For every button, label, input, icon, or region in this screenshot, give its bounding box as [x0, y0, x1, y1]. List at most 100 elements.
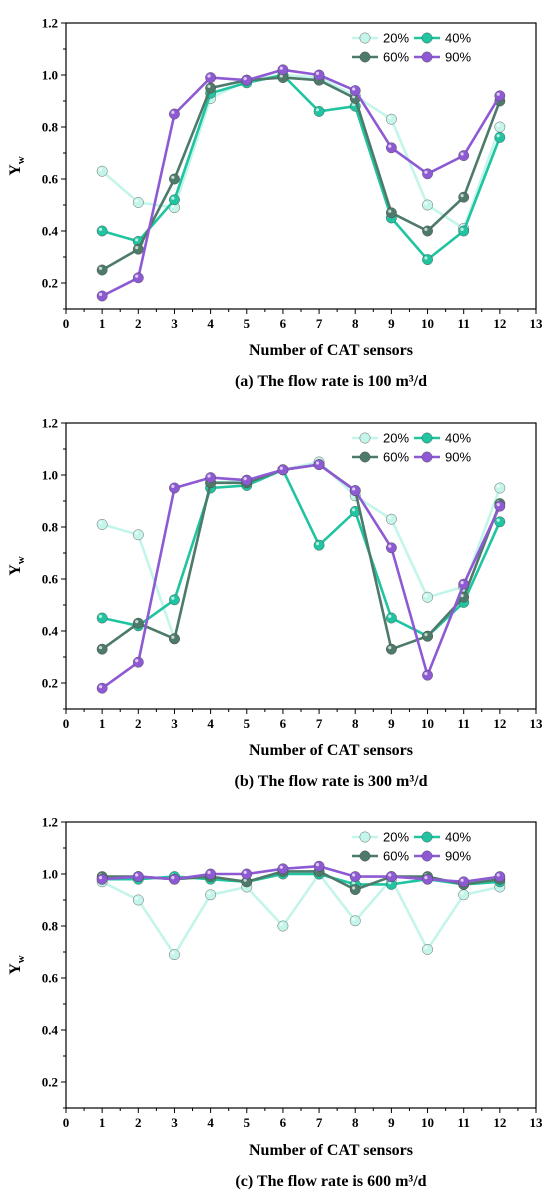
- data-point-highlight: [424, 946, 428, 950]
- series-line: [101, 463, 501, 690]
- x-tick-label: 13: [530, 316, 544, 331]
- legend: 20% 40% 60% 90%: [352, 830, 471, 864]
- data-point-highlight: [388, 144, 392, 148]
- data-point: [385, 513, 397, 525]
- data-point: [458, 150, 470, 162]
- x-tick-label: 11: [458, 716, 470, 731]
- y-tick-label: 0.6: [42, 172, 59, 187]
- data-point: [132, 894, 144, 906]
- x-axis-label: Number of CAT sensors: [249, 1142, 413, 1159]
- data-point: [169, 633, 180, 645]
- data-point: [422, 669, 433, 681]
- data-point-highlight: [388, 614, 392, 619]
- y-tick-label: 0.4: [42, 1023, 59, 1038]
- data-point: [349, 871, 361, 882]
- x-tick-label: 10: [421, 316, 434, 331]
- data-point: [205, 472, 217, 483]
- data-point: [132, 529, 144, 541]
- data-point: [458, 876, 470, 888]
- x-tick-label: 1: [99, 1115, 106, 1130]
- legend-marker: [359, 831, 371, 843]
- legend-label: 60%: [383, 50, 409, 65]
- data-point-highlight: [207, 870, 211, 875]
- data-point-highlight: [315, 461, 320, 465]
- data-point: [494, 121, 506, 133]
- legend-marker: [359, 432, 371, 444]
- x-tick-label: 1: [99, 316, 106, 331]
- data-point-highlight: [135, 896, 139, 901]
- x-tick-label: 3: [171, 716, 178, 731]
- y-tick-label: 0.8: [42, 520, 59, 535]
- x-tick-label: 6: [280, 316, 287, 331]
- x-tick-label: 8: [352, 1115, 359, 1130]
- series-line: [101, 76, 502, 272]
- data-point: [422, 199, 433, 211]
- plot-frame: [65, 22, 537, 310]
- data-point: [313, 860, 325, 872]
- chart-panel-b: 0 1 2 3 4 5 6 7 8 9 10 11 12 130.20.40.60.81.01.2YwNu…: [7, 416, 543, 791]
- y-tick-label: 1.2: [42, 416, 58, 431]
- data-point-highlight: [496, 518, 500, 522]
- data-point: [132, 272, 144, 284]
- data-point-highlight: [352, 881, 356, 885]
- legend-marker: [359, 850, 371, 862]
- legend-item: 40%: [414, 31, 471, 46]
- legend-marker: [421, 51, 433, 63]
- data-point: [494, 500, 506, 512]
- data-point-highlight: [171, 196, 175, 200]
- data-point-highlight: [424, 256, 428, 260]
- y-tick-label: 1.0: [42, 867, 58, 882]
- data-point-highlight: [352, 886, 356, 890]
- series-60pct: [96, 72, 506, 276]
- data-point-highlight: [388, 516, 392, 520]
- data-point: [277, 464, 289, 476]
- x-tick-label: 2: [135, 316, 142, 331]
- data-point-highlight: [496, 134, 500, 138]
- data-point-highlight: [352, 87, 356, 91]
- legend-marker: [359, 451, 371, 463]
- y-tick-label: 0.4: [42, 624, 59, 639]
- data-point: [96, 519, 108, 530]
- data-point: [494, 131, 506, 143]
- data-point: [385, 113, 397, 125]
- data-point-highlight: [315, 108, 320, 112]
- y-axis-label-main: Y: [7, 164, 24, 176]
- data-point-highlight: [352, 487, 356, 491]
- series-line: [101, 872, 501, 956]
- data-point-highlight: [279, 66, 283, 70]
- y-tick-label: 0.2: [42, 676, 58, 691]
- data-point: [169, 949, 180, 960]
- data-point: [313, 459, 325, 470]
- data-point-highlight: [98, 292, 103, 296]
- legend-label: 90%: [445, 50, 471, 65]
- data-point-highlight: [207, 891, 211, 895]
- data-point: [169, 108, 180, 120]
- legend-item: 60%: [352, 849, 409, 864]
- x-tick-label: 9: [388, 716, 395, 731]
- data-point: [349, 884, 361, 895]
- data-point: [96, 643, 108, 655]
- x-tick-label: 13: [530, 716, 544, 731]
- data-point: [169, 873, 180, 885]
- x-tick-label: 7: [316, 716, 323, 731]
- data-point-highlight: [460, 152, 464, 156]
- legend-label: 90%: [445, 849, 471, 864]
- data-point: [277, 64, 289, 76]
- data-point-highlight: [171, 596, 175, 600]
- data-point: [494, 90, 506, 102]
- y-tick-label: 0.2: [42, 1075, 58, 1090]
- data-point: [349, 915, 361, 927]
- legend-label: 40%: [445, 431, 471, 446]
- data-point: [169, 194, 180, 206]
- data-point: [385, 142, 397, 154]
- legend-label: 60%: [383, 450, 409, 465]
- data-point-highlight: [388, 881, 392, 885]
- data-point: [169, 594, 180, 606]
- legend-label: 20%: [383, 431, 409, 446]
- data-point: [458, 225, 470, 237]
- data-point-highlight: [424, 227, 428, 231]
- data-point-highlight: [98, 614, 103, 619]
- x-tick-label: 5: [244, 316, 251, 331]
- data-point: [205, 72, 217, 84]
